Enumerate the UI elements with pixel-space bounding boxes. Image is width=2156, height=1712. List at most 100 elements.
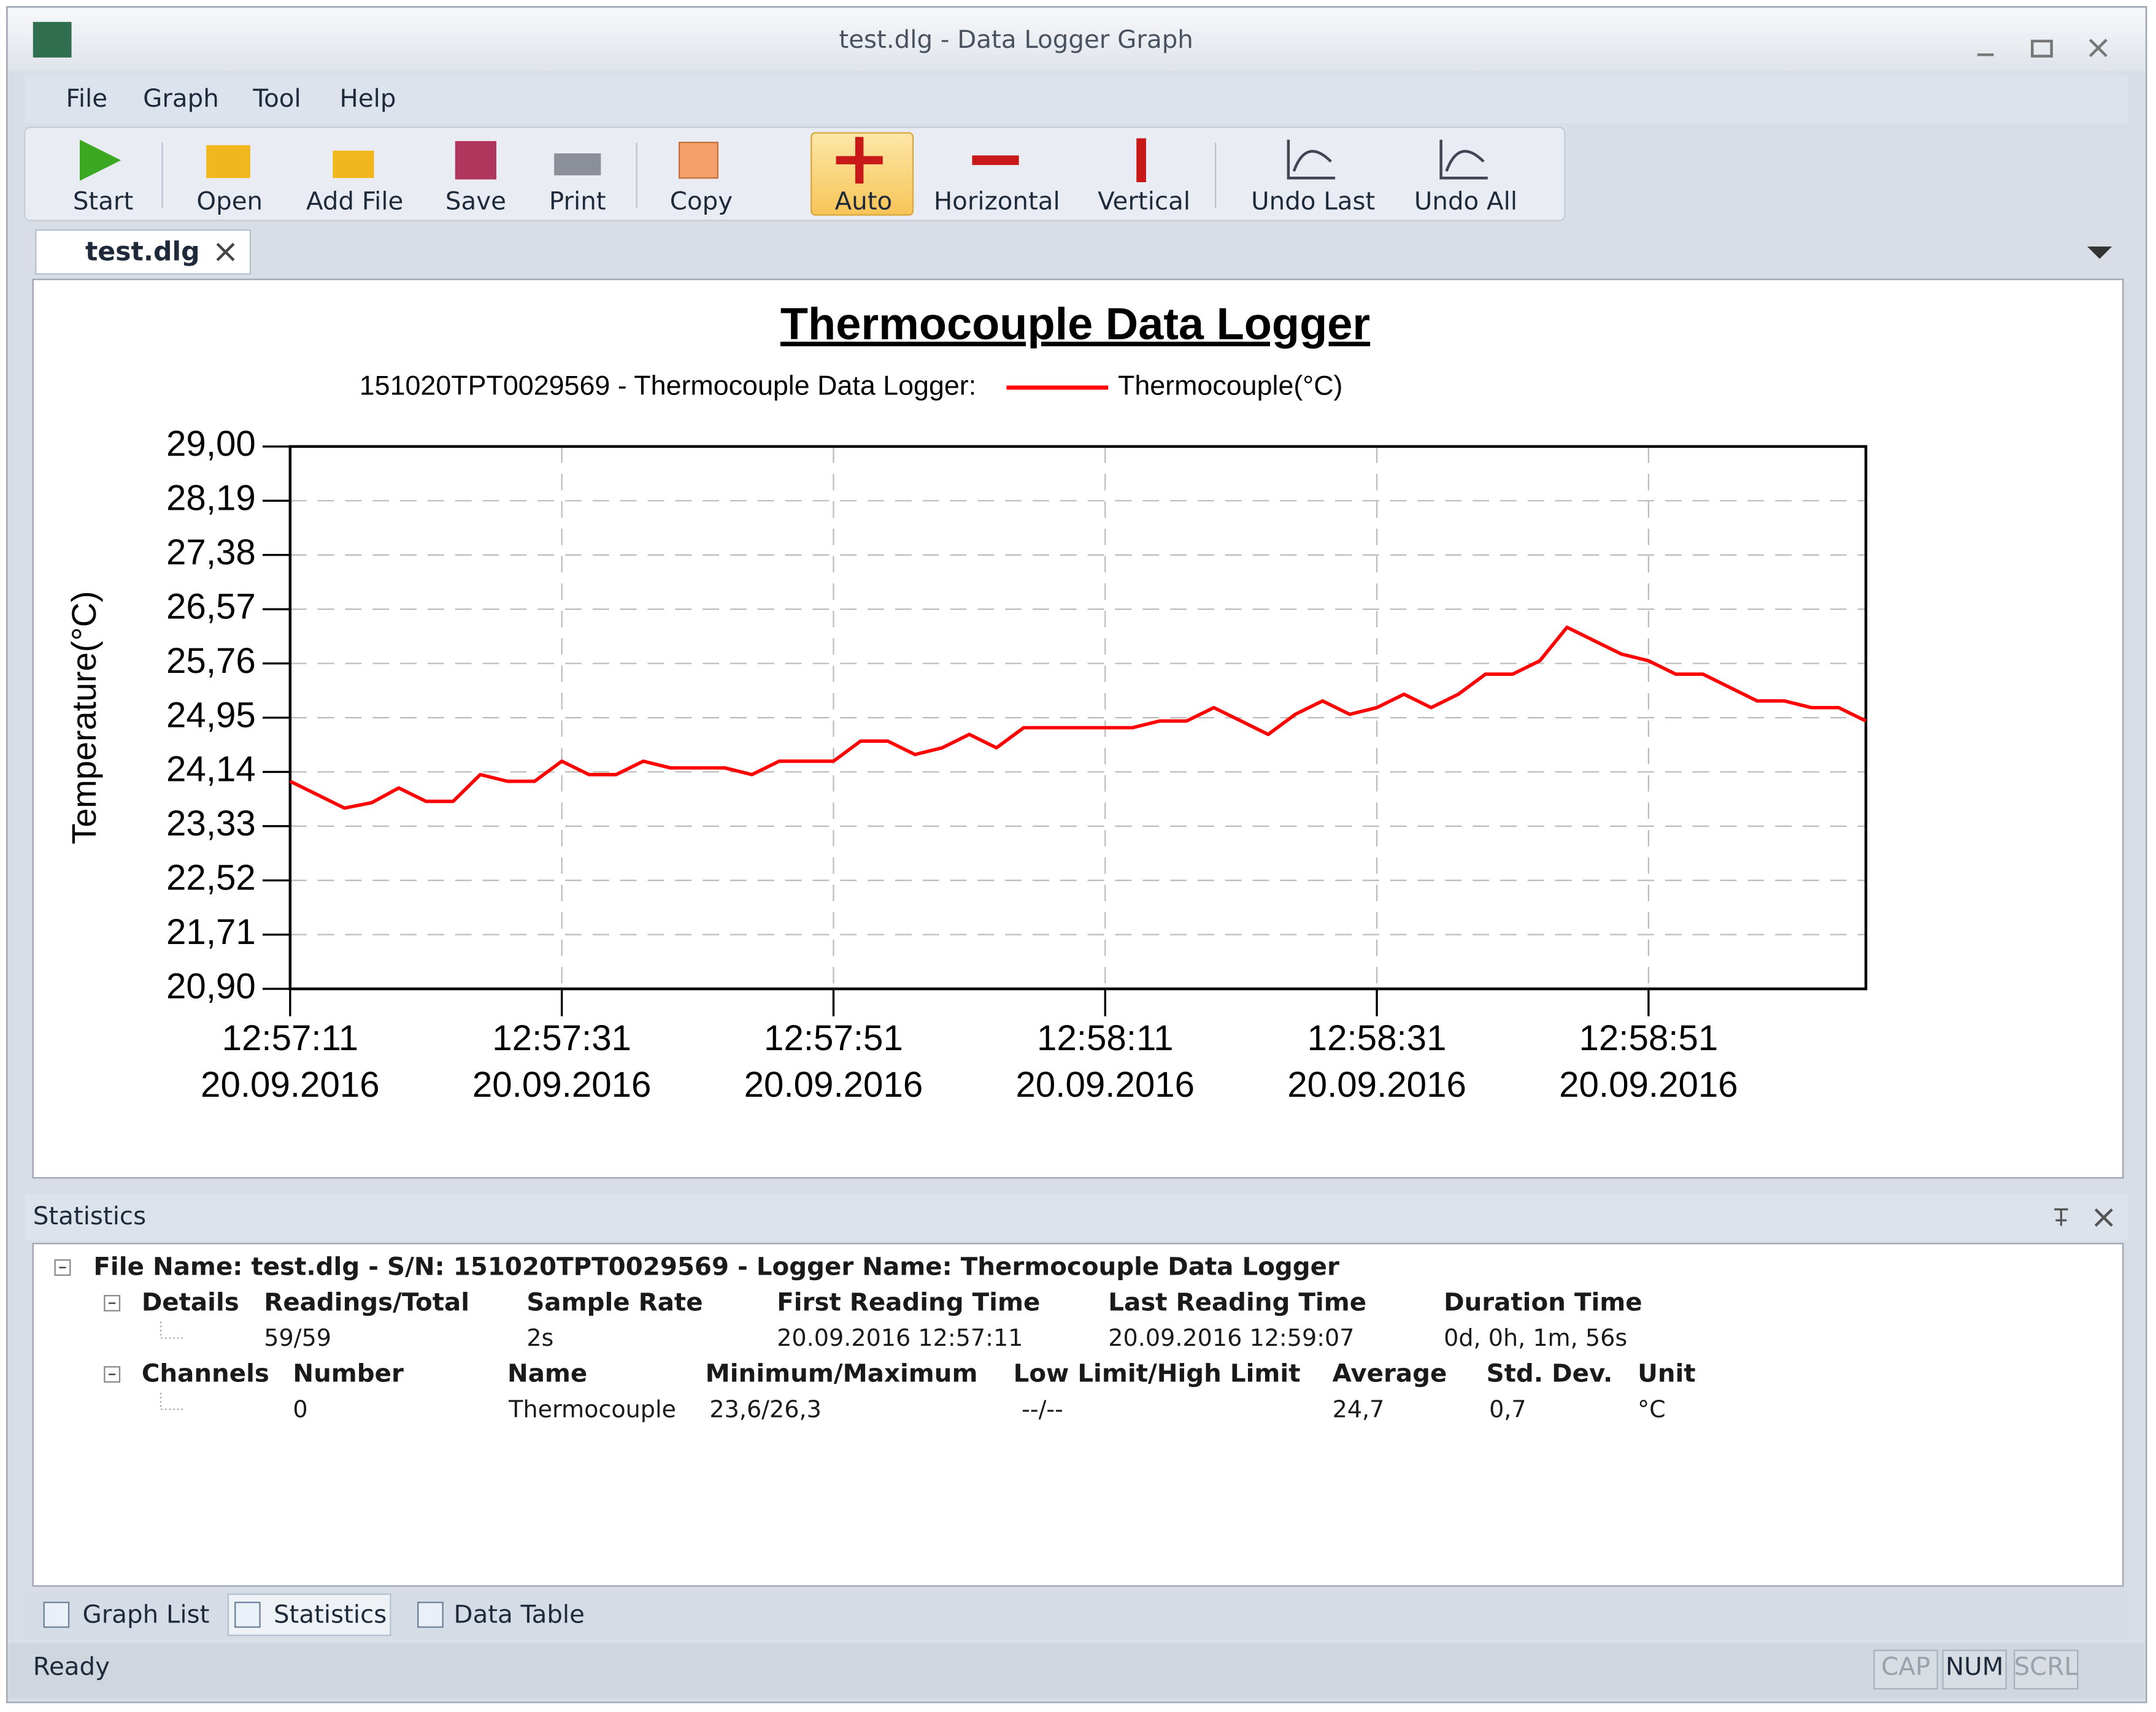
tab-close[interactable]: [216, 242, 235, 261]
channels-value: 0: [293, 1395, 307, 1422]
icon-undo-all: [1439, 139, 1488, 180]
x-tick-label: 12:58:51: [1579, 1018, 1718, 1058]
details-header: Sample Rate: [526, 1289, 703, 1317]
details-header: Duration Time: [1444, 1289, 1642, 1317]
toolbar-button[interactable]: Start: [73, 188, 134, 216]
icon-auto: [836, 137, 883, 184]
bottom-tab[interactable]: Statistics: [274, 1601, 387, 1629]
document-tab-label[interactable]: test.dlg: [85, 237, 200, 267]
statistics-title: Statistics: [33, 1202, 146, 1230]
file-line: File Name: test.dlg - S/N: 151020TPT0029…: [93, 1253, 1339, 1281]
app-icon: [33, 21, 72, 58]
channels-header: Name: [507, 1360, 587, 1388]
tab-dropdown[interactable]: [2087, 246, 2112, 259]
tab-icon: [417, 1602, 444, 1628]
legend-label: Thermocouple(°C): [1118, 371, 1342, 401]
panel-close[interactable]: [2094, 1208, 2113, 1227]
status-indicator: CAP: [1881, 1653, 1930, 1681]
icon-add-file: [333, 150, 374, 178]
chart: Thermocouple Data Logger 151020TPT002956…: [64, 298, 1868, 1105]
x-tick-label: 12:57:11: [222, 1018, 358, 1058]
bottom-tab[interactable]: Data Table: [454, 1601, 585, 1629]
details-value: 59/59: [264, 1324, 331, 1351]
details-header: Readings/Total: [264, 1289, 469, 1317]
menu-item[interactable]: Graph: [143, 85, 219, 113]
x-tick-label: 12:58:31: [1307, 1018, 1447, 1058]
channels-header: Low Limit/High Limit: [1014, 1360, 1301, 1388]
channels-value: Thermocouple: [508, 1395, 676, 1422]
details-value: 0d, 0h, 1m, 56s: [1444, 1324, 1627, 1351]
y-tick-label: 27,38: [166, 532, 256, 572]
menu-item[interactable]: File: [66, 85, 107, 113]
icon-undo-last: [1287, 139, 1336, 180]
toolbar-button[interactable]: Undo Last: [1251, 188, 1375, 216]
menu-item[interactable]: Tool: [252, 85, 301, 113]
status-text: Ready: [33, 1653, 110, 1681]
toolbar-button[interactable]: Save: [445, 188, 506, 216]
y-tick-label: 24,14: [166, 750, 256, 789]
maximize[interactable]: [2031, 39, 2053, 58]
channels-header: Number: [293, 1360, 404, 1388]
icon-start: [79, 139, 121, 181]
icon-copy: [678, 142, 718, 179]
pin[interactable]: [2054, 1208, 2068, 1226]
toolbar-button[interactable]: Vertical: [1098, 188, 1190, 216]
window-controls[interactable]: [1977, 39, 2108, 58]
toolbar-button[interactable]: Undo All: [1414, 188, 1517, 216]
x-tick-label: 20.09.2016: [1015, 1065, 1195, 1105]
statistics-tree: File Name: test.dlg - S/N: 151020TPT0029…: [54, 1253, 1696, 1422]
x-tick-label: 20.09.2016: [472, 1065, 652, 1105]
y-tick-label: 22,52: [166, 858, 256, 898]
title-bar: [8, 8, 2146, 72]
toolbar-button[interactable]: Open: [196, 188, 263, 216]
details-value: 20.09.2016 12:59:07: [1108, 1324, 1354, 1351]
y-tick-label: 28,19: [166, 478, 256, 518]
indicator-box: [2014, 1649, 2079, 1690]
tree-toggle[interactable]: [104, 1295, 121, 1311]
icon-open: [206, 145, 250, 178]
menu-item[interactable]: Help: [340, 85, 396, 113]
icon-print: [554, 153, 601, 175]
x-tick-label: 20.09.2016: [1287, 1065, 1466, 1105]
details-header: Last Reading Time: [1108, 1289, 1366, 1317]
status-bar: [8, 1643, 2146, 1699]
y-tick-label: 21,71: [166, 912, 256, 952]
x-tick-label: 12:58:11: [1037, 1018, 1173, 1058]
tree-toggle[interactable]: [104, 1366, 121, 1383]
toolbar-button[interactable]: Add File: [306, 188, 403, 216]
y-tick-label: 23,33: [166, 804, 256, 843]
y-tick-label: 20,90: [166, 967, 256, 1007]
close[interactable]: [2089, 39, 2108, 58]
y-axis-label: Temperature(°C): [64, 591, 103, 844]
tree-connector: [160, 1392, 183, 1410]
toolbar-button[interactable]: Auto: [835, 188, 893, 216]
toolbar-button[interactable]: Print: [549, 188, 606, 216]
plot-frame: [288, 445, 1868, 991]
document-tab[interactable]: [35, 229, 251, 275]
channels-value: 24,7: [1333, 1395, 1385, 1422]
status-indicator: NUM: [1946, 1653, 2003, 1681]
y-tick-label: 26,57: [166, 587, 256, 627]
tab-icon: [234, 1602, 261, 1628]
indicator-box: [1873, 1649, 1938, 1690]
channels-header: Minimum/Maximum: [706, 1360, 978, 1388]
channels-value: 0,7: [1489, 1395, 1527, 1422]
channels-header: Average: [1333, 1360, 1447, 1388]
window-title: test.dlg - Data Logger Graph: [839, 26, 1193, 54]
chart-title: Thermocouple Data Logger: [780, 298, 1370, 349]
x-tick-label: 20.09.2016: [744, 1065, 923, 1105]
x-tick-label: 12:57:31: [492, 1018, 631, 1058]
toolbar-button[interactable]: Horizontal: [934, 188, 1060, 216]
details-value: 2s: [526, 1324, 553, 1351]
y-tick-label: 24,95: [166, 695, 256, 735]
status-indicator: SCRL: [2014, 1653, 2079, 1681]
data-line: [289, 625, 1867, 810]
channels-value: --/--: [1022, 1395, 1063, 1422]
toolbar-button[interactable]: Copy: [670, 188, 733, 216]
bottom-tab[interactable]: Graph List: [82, 1601, 209, 1629]
toolbar-icons: [79, 137, 1488, 184]
x-tick-label: 20.09.2016: [1559, 1065, 1738, 1105]
channels-value: 23,6/26,3: [709, 1395, 821, 1422]
y-tick-label: 25,76: [166, 641, 256, 681]
